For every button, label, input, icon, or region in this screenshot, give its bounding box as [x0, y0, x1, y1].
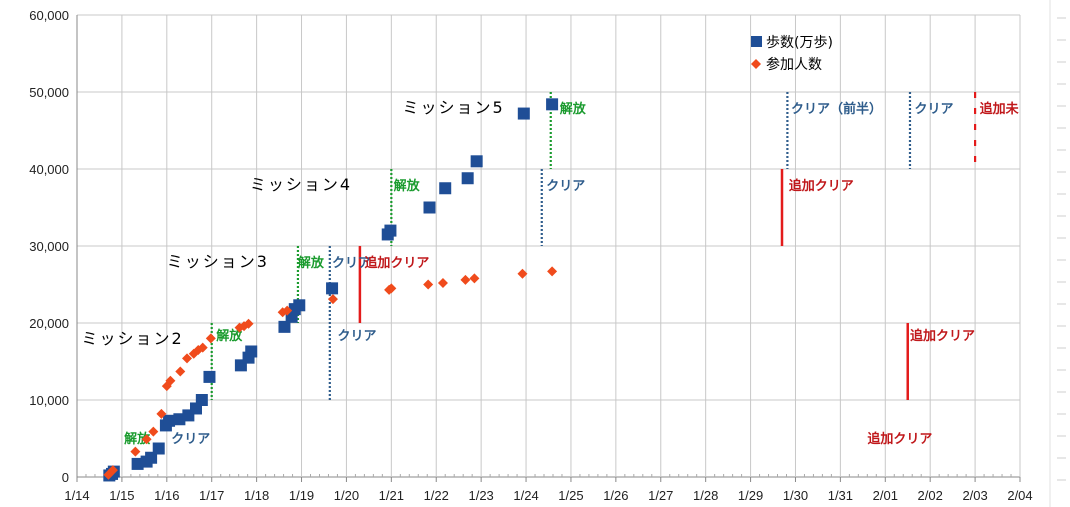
legend-swatch-participants [751, 59, 761, 69]
x-tick-label: 1/25 [558, 488, 583, 503]
steps-point [517, 107, 530, 120]
participants-point [205, 333, 216, 344]
annotation-mission: ミッション5 [403, 98, 505, 117]
x-tick-label: 1/15 [109, 488, 134, 503]
steps-point [423, 201, 436, 214]
x-tick-label: 1/17 [199, 488, 224, 503]
participants-point [197, 342, 208, 353]
steps-point [470, 155, 483, 168]
participants-point [517, 268, 528, 279]
participants-point [437, 277, 448, 288]
y-tick-label: 20,000 [29, 316, 69, 331]
x-tick-label: 1/29 [738, 488, 763, 503]
annotation-clear: クリア [546, 179, 585, 194]
participants-point [282, 305, 293, 316]
steps-point [546, 98, 559, 111]
annotation-mission: ミッション4 [250, 175, 352, 194]
x-tick-label: 1/28 [693, 488, 718, 503]
steps-point [384, 224, 397, 237]
participants-point [460, 274, 471, 285]
participants-point [182, 353, 193, 364]
legend-swatch-steps [751, 36, 762, 47]
annotation-release: 解放 [393, 178, 421, 194]
x-tick-label: 1/22 [424, 488, 449, 503]
annotation-clear: クリア [914, 102, 953, 117]
participants-point [130, 446, 141, 457]
annotation-extra: 追加クリア [364, 255, 429, 271]
annotation-clear: クリア [171, 432, 210, 447]
participants-point [165, 375, 176, 386]
y-tick-label: 60,000 [29, 8, 69, 23]
annotation-release: 解放 [297, 255, 325, 271]
annotation-clear: クリア（前半） [791, 101, 882, 117]
x-axis-ticks: 1/14 1/15 1/16 1/17 1/18 1/19 1/20 1/21 1/22 1/23… [64, 474, 1033, 503]
participants-point [469, 273, 480, 284]
x-tick-label: 1/23 [468, 488, 493, 503]
steps-point [145, 451, 158, 464]
steps-point [439, 182, 452, 195]
annotation-extra: 追加未 [980, 101, 1020, 117]
annotation-extra: 追加クリア [910, 328, 975, 344]
x-tick-label: 2/03 [962, 488, 987, 503]
annotation-clear: クリア [332, 256, 371, 271]
x-tick-label: 2/01 [873, 488, 898, 503]
right-edge-marks [1049, 0, 1066, 507]
participants-point [547, 266, 558, 277]
annotation-clear: クリア [337, 329, 376, 344]
participants-point [423, 279, 434, 290]
data-series [103, 98, 559, 482]
annotation-mission: ミッション3 [167, 252, 269, 271]
y-tick-label: 30,000 [29, 239, 69, 254]
x-tick-label: 1/18 [244, 488, 269, 503]
steps-point [163, 414, 176, 427]
legend: 歩数(万歩) 参加人数 [751, 35, 833, 73]
annotation-release: 解放 [123, 431, 151, 447]
x-tick-label: 1/14 [64, 488, 89, 503]
y-tick-label: 10,000 [29, 393, 69, 408]
gridlines [76, 14, 1021, 478]
participants-point [156, 408, 167, 419]
annotation-release: 解放 [215, 328, 243, 344]
x-tick-label: 1/20 [334, 488, 359, 503]
participants-point [175, 366, 186, 377]
annotation-release: 解放 [559, 101, 587, 117]
participants-point [148, 426, 159, 437]
x-tick-label: 1/21 [379, 488, 404, 503]
y-axis-ticks: 0 10,000 20,000 30,000 40,000 50,000 60,000 [29, 8, 69, 485]
x-tick-label: 1/26 [603, 488, 628, 503]
x-tick-label: 2/02 [918, 488, 943, 503]
y-tick-label: 0 [62, 470, 69, 485]
x-tick-label: 2/04 [1007, 488, 1032, 503]
steps-point [203, 370, 216, 383]
phase-lines [210, 92, 977, 400]
steps-point [326, 282, 339, 295]
annotation-extra: 追加クリア [867, 431, 932, 447]
participants-point [243, 318, 254, 329]
x-tick-label: 1/27 [648, 488, 673, 503]
x-tick-label: 1/24 [513, 488, 538, 503]
participants-point [327, 294, 338, 305]
x-tick-label: 1/30 [783, 488, 808, 503]
steps-point [195, 394, 208, 406]
steps-point [245, 345, 258, 358]
y-tick-label: 40,000 [29, 162, 69, 177]
y-tick-label: 50,000 [29, 85, 69, 100]
steps-point [152, 442, 165, 455]
steps-point [278, 320, 291, 333]
participants-point [386, 283, 397, 294]
steps-point [293, 299, 306, 312]
x-tick-label: 1/16 [154, 488, 179, 503]
annotation-extra: 追加クリア [789, 178, 854, 194]
participants-point [107, 465, 118, 476]
x-tick-label: 1/19 [289, 488, 314, 503]
participants-point [141, 434, 152, 445]
legend-label: 歩数(万歩) [766, 35, 833, 51]
annotation-mission: ミッション2 [81, 329, 183, 348]
x-tick-label: 1/31 [828, 488, 853, 503]
legend-label: 参加人数 [766, 56, 822, 73]
steps-point [461, 172, 474, 185]
